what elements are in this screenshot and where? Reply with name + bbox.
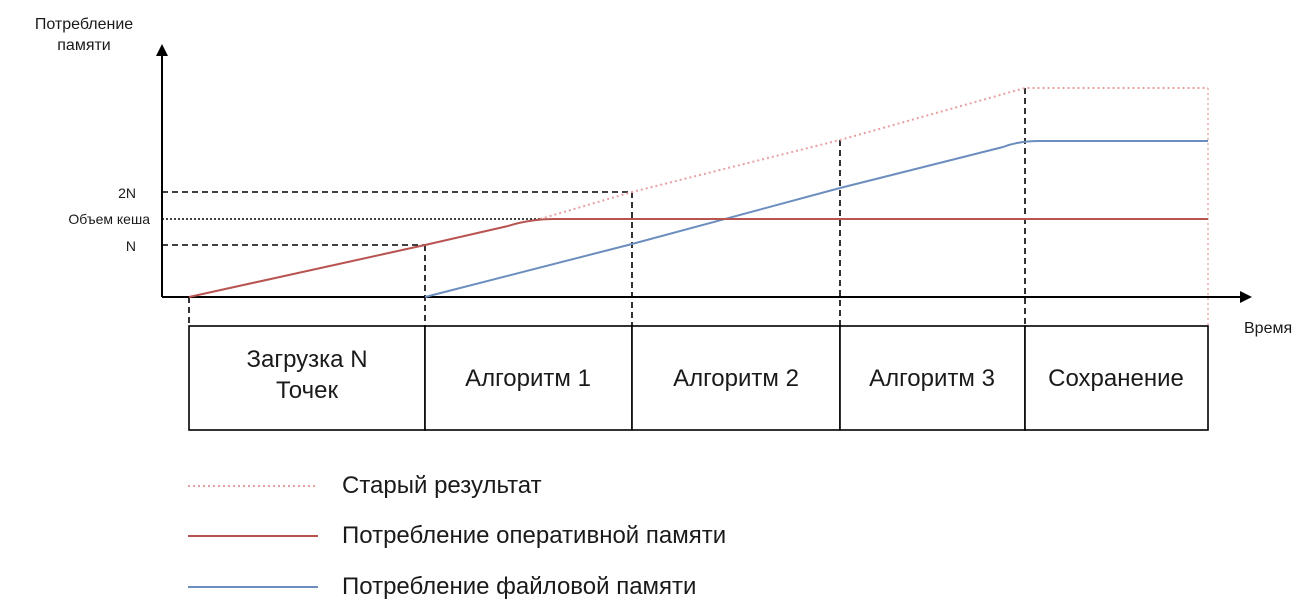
y-axis-label: Потребление	[35, 16, 133, 33]
phase-label-saving: Сохранение	[1048, 365, 1184, 392]
y-tick-label-n: N	[126, 238, 136, 254]
legend-label-old-result: Старый результат	[342, 472, 542, 499]
legend-label-ram: Потребление оперативной памяти	[342, 522, 726, 549]
phase-box-algorithm-3	[839, 325, 1026, 431]
y-tick-label-2n: 2N	[118, 185, 136, 201]
phase-label-algorithm-2: Алгоритм 2	[673, 365, 799, 392]
phase-box-algorithm-2	[631, 325, 841, 431]
y-tick-label-cache: Объем кеша	[68, 211, 150, 227]
phase-label-algorithm-1: Алгоритм 1	[465, 365, 591, 392]
file-memory-line	[424, 140, 1208, 298]
phase-box-algorithm-1	[424, 325, 633, 431]
x-axis-label: Время	[1244, 320, 1292, 337]
phase-label-loading: Загрузка N	[246, 346, 367, 373]
old-result-line	[539, 87, 1208, 220]
phase-label-loading: Точек	[276, 377, 338, 404]
y-axis-label: памяти	[57, 37, 111, 54]
ram-memory-line	[188, 218, 1208, 298]
phase-label-algorithm-3: Алгоритм 3	[869, 365, 995, 392]
phase-box-loading	[188, 325, 426, 431]
legend-label-file: Потребление файловой памяти	[342, 573, 696, 600]
phase-box-saving	[1024, 325, 1209, 431]
